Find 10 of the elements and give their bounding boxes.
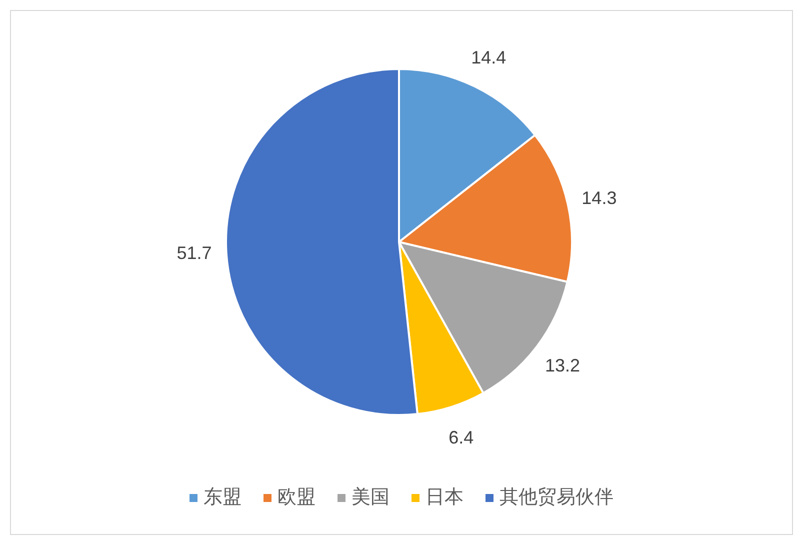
legend-label: 美国 [352,486,390,508]
legend-label: 其他贸易伙伴 [500,487,614,508]
legend-label: 东盟 [204,487,242,508]
data-label: 13.2 [545,356,580,376]
data-label: 6.4 [448,427,474,448]
legend-label: 欧盟 [278,487,316,508]
data-label: 14.3 [582,188,617,208]
legend-label: 日本 [426,487,464,508]
data-label: 14.4 [471,48,506,68]
data-label: 51.7 [176,242,212,263]
